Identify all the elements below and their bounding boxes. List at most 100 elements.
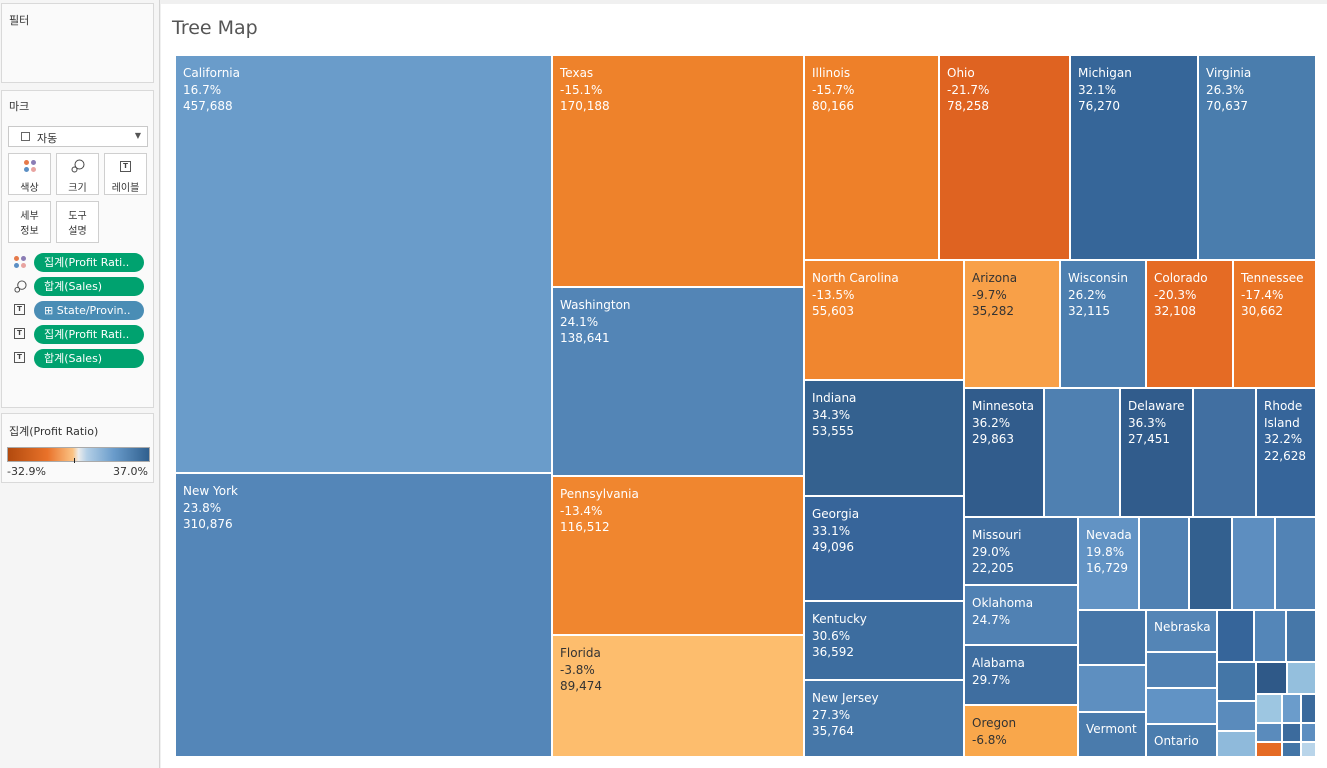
cell-label: Pennsylvania -13.4% 116,512 <box>560 486 639 536</box>
treemap-cell[interactable]: Georgia 33.1% 49,096 <box>804 496 964 601</box>
treemap-cell[interactable]: Alabama 29.7% <box>964 645 1078 705</box>
cell-sales: 70,637 <box>1206 99 1248 113</box>
label-button[interactable]: T 레이블 <box>104 153 147 195</box>
treemap-cell[interactable] <box>1146 652 1217 688</box>
treemap-cell[interactable] <box>1286 610 1316 662</box>
treemap-cell[interactable]: Missouri 29.0% 22,205 <box>964 517 1078 585</box>
cell-ratio: -6.8% <box>972 732 1007 747</box>
treemap-cell[interactable] <box>1301 723 1316 742</box>
treemap-cell[interactable] <box>1193 388 1256 517</box>
treemap-cell[interactable] <box>1139 517 1189 610</box>
treemap-cell[interactable]: Oklahoma 24.7% <box>964 585 1078 645</box>
treemap-cell[interactable]: Pennsylvania -13.4% 116,512 <box>552 476 804 635</box>
field-pill[interactable]: 집계(Profit Rati.. <box>34 325 144 344</box>
label-button-label: 레이블 <box>111 183 140 194</box>
treemap-cell[interactable]: Delaware 36.3% 27,451 <box>1120 388 1193 517</box>
treemap-cell[interactable]: Florida -3.8% 89,474 <box>552 635 804 757</box>
size-button[interactable]: 크기 <box>56 153 99 195</box>
treemap-cell[interactable]: California 16.7% 457,688 <box>175 55 552 473</box>
tooltip-button-label: 도구 설명 <box>68 211 87 237</box>
treemap-cell[interactable]: Virginia 26.3% 70,637 <box>1198 55 1316 260</box>
treemap-cell[interactable]: Rhode Island 32.2% 22,628 <box>1256 388 1316 517</box>
treemap-cell[interactable] <box>1287 662 1316 694</box>
cell-label: Vermont <box>1086 721 1137 738</box>
treemap-cell[interactable]: Tennessee -17.4% 30,662 <box>1233 260 1316 388</box>
mark-field-label: T ⊞ State/Provin.. <box>2 300 155 320</box>
treemap-cell[interactable]: Wisconsin 26.2% 32,115 <box>1060 260 1146 388</box>
treemap-cell[interactable] <box>1301 742 1316 757</box>
treemap-cell[interactable]: New York 23.8% 310,876 <box>175 473 552 757</box>
filters-card[interactable]: 필터 <box>1 3 154 83</box>
treemap-cell[interactable]: Nevada 19.8% 16,729 <box>1078 517 1139 610</box>
cell-label: Ohio -21.7% 78,258 <box>947 65 989 115</box>
label-icon: T <box>14 328 25 339</box>
treemap-cell[interactable] <box>1282 742 1301 757</box>
cell-name: Virginia <box>1206 66 1252 80</box>
treemap-cell[interactable]: Minnesota 36.2% 29,863 <box>964 388 1044 517</box>
treemap-cell[interactable] <box>1254 610 1286 662</box>
size-icon <box>71 159 84 173</box>
field-pill[interactable]: 집계(Profit Rati.. <box>34 253 144 272</box>
color-button[interactable]: 색상 <box>8 153 51 195</box>
treemap-cell[interactable] <box>1044 388 1120 517</box>
treemap-cell[interactable] <box>1217 662 1256 701</box>
treemap-cell[interactable] <box>1217 701 1256 731</box>
treemap-cell[interactable]: Texas -15.1% 170,188 <box>552 55 804 287</box>
cell-ratio: 32.2% <box>1264 432 1303 446</box>
treemap-cell[interactable]: Kentucky 30.6% 36,592 <box>804 601 964 680</box>
treemap-cell[interactable] <box>1256 662 1287 694</box>
treemap-cell[interactable]: Colorado -20.3% 32,108 <box>1146 260 1233 388</box>
color-gradient-bar[interactable] <box>7 447 150 463</box>
treemap-cell[interactable] <box>1146 688 1217 724</box>
field-pill[interactable]: ⊞ State/Provin.. <box>34 301 144 320</box>
cell-label: Rhode Island 32.2% 22,628 <box>1264 398 1314 464</box>
treemap-cell[interactable]: Arizona -9.7% 35,282 <box>964 260 1060 388</box>
cell-label: Minnesota 36.2% 29,863 <box>972 398 1034 448</box>
treemap-cell[interactable] <box>1256 723 1282 742</box>
treemap-cell[interactable] <box>1275 517 1316 610</box>
treemap-cell[interactable]: Washington 24.1% 138,641 <box>552 287 804 476</box>
treemap-cell[interactable] <box>1217 610 1254 662</box>
treemap-cell[interactable] <box>1078 665 1146 712</box>
treemap-cell[interactable] <box>1301 694 1316 723</box>
treemap-cell[interactable] <box>1189 517 1232 610</box>
treemap-cell[interactable]: New Jersey 27.3% 35,764 <box>804 680 964 757</box>
treemap-cell[interactable]: Ontario <box>1146 724 1217 757</box>
treemap-cell[interactable]: Illinois -15.7% 80,166 <box>804 55 939 260</box>
cell-name: Arizona <box>972 271 1018 285</box>
size-icon <box>14 280 27 293</box>
treemap-cell[interactable]: North Carolina -13.5% 55,603 <box>804 260 964 380</box>
mark-field-color: 집계(Profit Rati.. <box>2 252 155 272</box>
treemap-cell[interactable]: Indiana 34.3% 53,555 <box>804 380 964 496</box>
cell-sales: 32,108 <box>1154 304 1196 318</box>
treemap-cell[interactable] <box>1256 694 1282 723</box>
cell-name: California <box>183 66 240 80</box>
treemap-cell[interactable] <box>1282 723 1301 742</box>
cell-name: Alabama <box>972 656 1025 670</box>
mark-type-dropdown[interactable]: 자동 ▼ <box>8 126 148 147</box>
cell-ratio: 36.3% <box>1128 415 1167 430</box>
cell-ratio: 26.3% <box>1206 82 1245 97</box>
treemap-cell[interactable]: Vermont <box>1078 712 1146 757</box>
cell-label: Oklahoma 24.7% <box>972 595 1033 628</box>
treemap-cell[interactable] <box>1232 517 1275 610</box>
detail-button[interactable]: 세부 정보 <box>8 201 51 243</box>
treemap-cell[interactable]: Ohio -21.7% 78,258 <box>939 55 1070 260</box>
treemap-cell[interactable] <box>1256 742 1282 757</box>
field-pill[interactable]: 합계(Sales) <box>34 349 144 368</box>
treemap-cell[interactable] <box>1078 610 1146 665</box>
label-icon: T <box>120 160 131 172</box>
cell-name: Pennsylvania <box>560 487 639 501</box>
cell-sales: 116,512 <box>560 520 610 534</box>
treemap-cell[interactable] <box>1282 694 1301 723</box>
cell-sales: 22,628 <box>1264 448 1306 463</box>
treemap-cell[interactable]: Oregon -6.8% <box>964 705 1078 757</box>
cell-sales: 29,863 <box>972 432 1014 446</box>
tooltip-button[interactable]: 도구 설명 <box>56 201 99 243</box>
treemap-cell[interactable] <box>1217 731 1256 757</box>
color-legend-card: 집계(Profit Ratio) -32.9% 37.0% <box>1 413 154 483</box>
field-pill[interactable]: 합계(Sales) <box>34 277 144 296</box>
treemap-cell[interactable]: Michigan 32.1% 76,270 <box>1070 55 1198 260</box>
cell-sales: 76,270 <box>1078 99 1120 113</box>
treemap-cell[interactable]: Nebraska <box>1146 610 1217 652</box>
